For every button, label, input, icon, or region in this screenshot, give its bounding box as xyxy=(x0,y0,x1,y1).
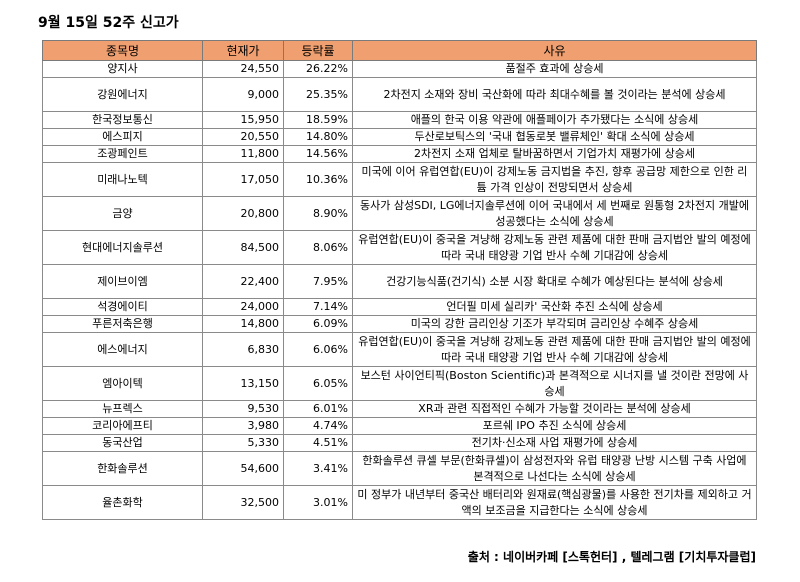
stock-reason: 2차전지 소재 업체로 탈바꿈하면서 기업가치 재평가에 상승세 xyxy=(352,145,757,163)
table-row: 동국산업 5,330 4.51% 전기차·신소재 사업 재평가에 상승세 xyxy=(42,434,757,452)
table-row: 엠아이텍 13,150 6.05% 보스턴 사이언티픽(Boston Scien… xyxy=(42,366,757,401)
stock-reason: 미 정부가 내년부터 중국산 배터리와 원재료(핵심광물)를 사용한 전기차를 … xyxy=(352,485,757,520)
stock-name: 에스에너지 xyxy=(42,332,203,367)
stock-price: 22,400 xyxy=(202,264,284,299)
stock-name: 현대에너지솔루션 xyxy=(42,230,203,265)
stock-reason: 미국의 강한 금리인상 기조가 부각되며 금리인상 수혜주 상승세 xyxy=(352,315,757,333)
stock-price: 20,800 xyxy=(202,196,284,231)
stock-change: 10.36% xyxy=(283,162,353,197)
stock-price: 3,980 xyxy=(202,417,284,435)
stock-reason: 품절주 효과에 상승세 xyxy=(352,60,757,78)
stock-price: 13,150 xyxy=(202,366,284,401)
header-change-rate: 등락률 xyxy=(283,40,353,61)
stock-price: 24,000 xyxy=(202,298,284,316)
table-row: 율촌화학 32,500 3.01% 미 정부가 내년부터 중국산 배터리와 원재… xyxy=(42,485,757,520)
table-row: 코리아에프티 3,980 4.74% 포르쉐 IPO 추진 소식에 상승세 xyxy=(42,417,757,435)
stock-change: 7.14% xyxy=(283,298,353,316)
stock-reason: 2차전지 소재와 장비 국산화에 따라 최대수혜를 볼 것이라는 분석에 상승세 xyxy=(352,77,757,112)
table-row: 양지사 24,550 26.22% 품절주 효과에 상승세 xyxy=(42,60,757,78)
stock-change: 14.56% xyxy=(283,145,353,163)
stock-reason: 유럽연합(EU)이 중국을 겨냥해 강제노동 관련 제품에 대한 판매 금지법안… xyxy=(352,332,757,367)
table-header-row: 종목명 현재가 등락률 사유 xyxy=(42,40,757,61)
stock-price: 5,330 xyxy=(202,434,284,452)
header-reason: 사유 xyxy=(352,40,757,61)
stock-price: 17,050 xyxy=(202,162,284,197)
stock-reason: 유럽연합(EU)이 중국을 겨냥해 강제노동 관련 제품에 대한 판매 금지법안… xyxy=(352,230,757,265)
stock-name: 푸른저축은행 xyxy=(42,315,203,333)
stock-price: 11,800 xyxy=(202,145,284,163)
stock-reason: 건강기능식품(건기식) 소분 시장 확대로 수혜가 예상된다는 분석에 상승세 xyxy=(352,264,757,299)
table-row: 에스피지 20,550 14.80% 두산로보틱스의 '국내 협동로봇 밸류체인… xyxy=(42,128,757,146)
stock-price: 24,550 xyxy=(202,60,284,78)
stock-name: 제이브이엠 xyxy=(42,264,203,299)
stock-name: 한국정보통신 xyxy=(42,111,203,129)
stock-change: 7.95% xyxy=(283,264,353,299)
table-row: 미래나노텍 17,050 10.36% 미국에 이어 유럽연합(EU)이 강제노… xyxy=(42,162,757,197)
table-row: 푸른저축은행 14,800 6.09% 미국의 강한 금리인상 기조가 부각되며… xyxy=(42,315,757,333)
header-price: 현재가 xyxy=(202,40,284,61)
new-high-table: 종목명 현재가 등락률 사유 양지사 24,550 26.22% 품절주 효과에… xyxy=(42,40,757,520)
stock-change: 8.90% xyxy=(283,196,353,231)
stock-price: 32,500 xyxy=(202,485,284,520)
stock-change: 14.80% xyxy=(283,128,353,146)
stock-name: 에스피지 xyxy=(42,128,203,146)
stock-change: 3.01% xyxy=(283,485,353,520)
stock-reason: 미국에 이어 유럽연합(EU)이 강제노동 금지법을 추진, 향후 공급망 제한… xyxy=(352,162,757,197)
stock-reason: 애플의 한국 이용 약관에 애플페이가 추가됐다는 소식에 상승세 xyxy=(352,111,757,129)
stock-reason: 전기차·신소재 사업 재평가에 상승세 xyxy=(352,434,757,452)
stock-price: 9,530 xyxy=(202,400,284,418)
stock-name: 엠아이텍 xyxy=(42,366,203,401)
stock-change: 6.06% xyxy=(283,332,353,367)
table-row: 에스에너지 6,830 6.06% 유럽연합(EU)이 중국을 겨냥해 강제노동… xyxy=(42,332,757,367)
stock-name: 조광페인트 xyxy=(42,145,203,163)
stock-reason: 한화솔루션 큐셀 부문(한화큐셀)이 삼성전자와 유럽 태양광 난방 시스템 구… xyxy=(352,451,757,486)
stock-reason: 포르쉐 IPO 추진 소식에 상승세 xyxy=(352,417,757,435)
stock-name: 한화솔루션 xyxy=(42,451,203,486)
table-row: 뉴프렉스 9,530 6.01% XR과 관련 직접적인 수혜가 가능할 것이라… xyxy=(42,400,757,418)
stock-change: 18.59% xyxy=(283,111,353,129)
stock-name: 율촌화학 xyxy=(42,485,203,520)
table-row: 금양 20,800 8.90% 동사가 삼성SDI, LG에너지솔루션에 이어 … xyxy=(42,196,757,231)
table-row: 석경에이티 24,000 7.14% 언더필 미세 실리카' 국산화 추진 소식… xyxy=(42,298,757,316)
stock-change: 6.09% xyxy=(283,315,353,333)
table-row: 현대에너지솔루션 84,500 8.06% 유럽연합(EU)이 중국을 겨냥해 … xyxy=(42,230,757,265)
stock-name: 금양 xyxy=(42,196,203,231)
stock-reason: 언더필 미세 실리카' 국산화 추진 소식에 상승세 xyxy=(352,298,757,316)
source-note: 출처 : 네이버카페 [스톡헌터] , 텔레그램 [기치투자클럽] xyxy=(467,550,756,564)
stock-name: 동국산업 xyxy=(42,434,203,452)
stock-price: 15,950 xyxy=(202,111,284,129)
header-stock-name: 종목명 xyxy=(42,40,203,61)
stock-name: 석경에이티 xyxy=(42,298,203,316)
stock-name: 양지사 xyxy=(42,60,203,78)
stock-price: 54,600 xyxy=(202,451,284,486)
stock-price: 14,800 xyxy=(202,315,284,333)
stock-change: 4.74% xyxy=(283,417,353,435)
stock-change: 4.51% xyxy=(283,434,353,452)
stock-reason: 보스턴 사이언티픽(Boston Scientific)과 본격적으로 시너지를… xyxy=(352,366,757,401)
page-title: 9월 15일 52주 신고가 xyxy=(38,15,179,31)
stock-reason: 두산로보틱스의 '국내 협동로봇 밸류체인' 확대 소식에 상승세 xyxy=(352,128,757,146)
stock-change: 8.06% xyxy=(283,230,353,265)
stock-change: 6.05% xyxy=(283,366,353,401)
stock-name: 강원에너지 xyxy=(42,77,203,112)
stock-price: 6,830 xyxy=(202,332,284,367)
stock-reason: XR과 관련 직접적인 수혜가 가능할 것이라는 분석에 상승세 xyxy=(352,400,757,418)
stock-price: 20,550 xyxy=(202,128,284,146)
table-row: 조광페인트 11,800 14.56% 2차전지 소재 업체로 탈바꿈하면서 기… xyxy=(42,145,757,163)
stock-change: 6.01% xyxy=(283,400,353,418)
table-row: 한국정보통신 15,950 18.59% 애플의 한국 이용 약관에 애플페이가… xyxy=(42,111,757,129)
stock-price: 84,500 xyxy=(202,230,284,265)
stock-change: 26.22% xyxy=(283,60,353,78)
stock-name: 뉴프렉스 xyxy=(42,400,203,418)
stock-change: 25.35% xyxy=(283,77,353,112)
table-row: 한화솔루션 54,600 3.41% 한화솔루션 큐셀 부문(한화큐셀)이 삼성… xyxy=(42,451,757,486)
stock-change: 3.41% xyxy=(283,451,353,486)
table-row: 제이브이엠 22,400 7.95% 건강기능식품(건기식) 소분 시장 확대로… xyxy=(42,264,757,299)
stock-reason: 동사가 삼성SDI, LG에너지솔루션에 이어 국내에서 세 번째로 원통형 2… xyxy=(352,196,757,231)
table-row: 강원에너지 9,000 25.35% 2차전지 소재와 장비 국산화에 따라 최… xyxy=(42,77,757,112)
stock-name: 코리아에프티 xyxy=(42,417,203,435)
stock-price: 9,000 xyxy=(202,77,284,112)
stock-name: 미래나노텍 xyxy=(42,162,203,197)
